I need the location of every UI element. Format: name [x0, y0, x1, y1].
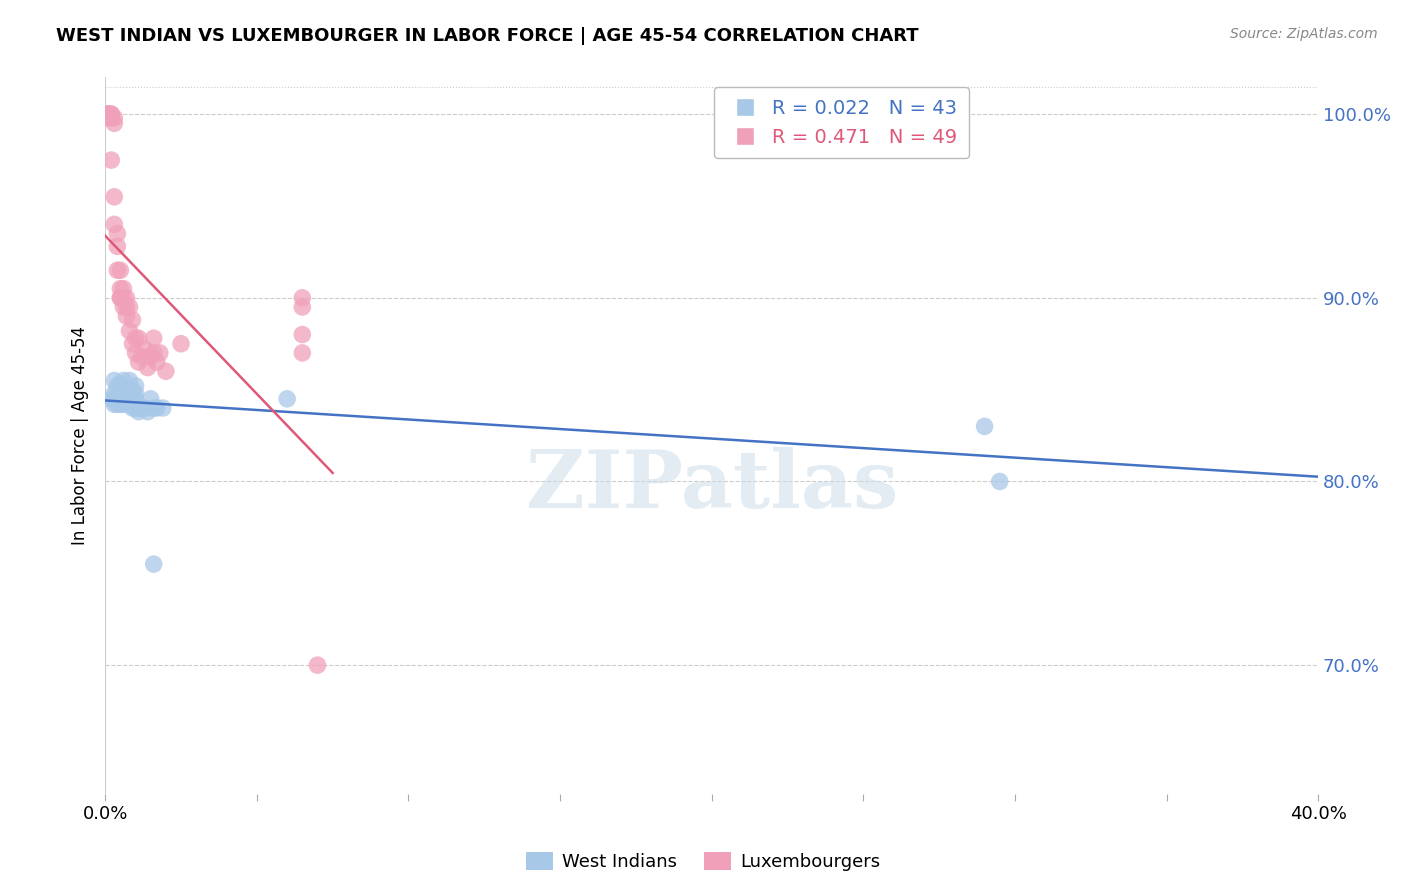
Point — [103, 116, 125, 130]
Legend: West Indians, Luxembourgers: West Indians, Luxembourgers — [519, 845, 887, 879]
Point — [97, 111, 120, 125]
Point — [291, 300, 314, 314]
Point — [124, 401, 146, 415]
Point — [155, 364, 177, 378]
Point — [973, 419, 995, 434]
Point — [110, 397, 132, 411]
Point — [124, 392, 146, 406]
Point — [291, 327, 314, 342]
Point — [112, 374, 135, 388]
Point — [128, 331, 150, 345]
Point — [121, 313, 143, 327]
Point — [142, 331, 165, 345]
Point — [112, 383, 135, 397]
Point — [105, 379, 128, 393]
Point — [115, 392, 138, 406]
Y-axis label: In Labor Force | Age 45-54: In Labor Force | Age 45-54 — [72, 326, 89, 545]
Point — [110, 291, 132, 305]
Point — [103, 190, 125, 204]
Point — [170, 336, 193, 351]
Point — [118, 386, 141, 401]
Point — [112, 300, 135, 314]
Point — [142, 346, 165, 360]
Point — [121, 392, 143, 406]
Point — [105, 397, 128, 411]
Point — [124, 346, 146, 360]
Point — [115, 395, 138, 409]
Point — [118, 397, 141, 411]
Point — [100, 392, 122, 406]
Point — [136, 405, 159, 419]
Point — [145, 401, 167, 415]
Point — [128, 405, 150, 419]
Point — [149, 346, 172, 360]
Point — [110, 392, 132, 406]
Point — [118, 300, 141, 314]
Text: ZIPatlas: ZIPatlas — [526, 447, 898, 524]
Point — [128, 401, 150, 415]
Point — [105, 386, 128, 401]
Point — [110, 377, 132, 392]
Point — [97, 107, 120, 121]
Point — [134, 343, 156, 357]
Point — [110, 263, 132, 277]
Point — [97, 107, 120, 121]
Point — [115, 383, 138, 397]
Point — [131, 350, 153, 364]
Point — [112, 392, 135, 406]
Point — [112, 397, 135, 411]
Point — [100, 107, 122, 121]
Point — [142, 401, 165, 415]
Point — [121, 383, 143, 397]
Point — [110, 291, 132, 305]
Point — [145, 355, 167, 369]
Point — [307, 658, 329, 673]
Point — [276, 392, 298, 406]
Point — [291, 346, 314, 360]
Point — [118, 374, 141, 388]
Point — [105, 392, 128, 406]
Text: WEST INDIAN VS LUXEMBOURGER IN LABOR FORCE | AGE 45-54 CORRELATION CHART: WEST INDIAN VS LUXEMBOURGER IN LABOR FOR… — [56, 27, 920, 45]
Point — [124, 379, 146, 393]
Point — [124, 386, 146, 401]
Point — [110, 282, 132, 296]
Point — [105, 227, 128, 241]
Point — [105, 239, 128, 253]
Point — [131, 401, 153, 415]
Point — [115, 300, 138, 314]
Point — [105, 263, 128, 277]
Point — [124, 331, 146, 345]
Point — [112, 282, 135, 296]
Point — [100, 111, 122, 125]
Point — [115, 309, 138, 323]
Point — [121, 336, 143, 351]
Point — [118, 324, 141, 338]
Point — [103, 392, 125, 406]
Point — [136, 360, 159, 375]
Point — [112, 291, 135, 305]
Legend: R = 0.022   N = 43, R = 0.471   N = 49: R = 0.022 N = 43, R = 0.471 N = 49 — [714, 87, 969, 158]
Point — [100, 107, 122, 121]
Point — [139, 350, 162, 364]
Point — [110, 386, 132, 401]
Point — [134, 401, 156, 415]
Point — [103, 386, 125, 401]
Point — [115, 291, 138, 305]
Point — [103, 397, 125, 411]
Point — [103, 218, 125, 232]
Point — [103, 111, 125, 125]
Point — [128, 355, 150, 369]
Point — [142, 557, 165, 571]
Point — [988, 475, 1011, 489]
Point — [121, 401, 143, 415]
Point — [97, 107, 120, 121]
Point — [97, 107, 120, 121]
Point — [100, 153, 122, 167]
Point — [103, 374, 125, 388]
Text: Source: ZipAtlas.com: Source: ZipAtlas.com — [1230, 27, 1378, 41]
Point — [139, 392, 162, 406]
Point — [291, 291, 314, 305]
Point — [152, 401, 174, 415]
